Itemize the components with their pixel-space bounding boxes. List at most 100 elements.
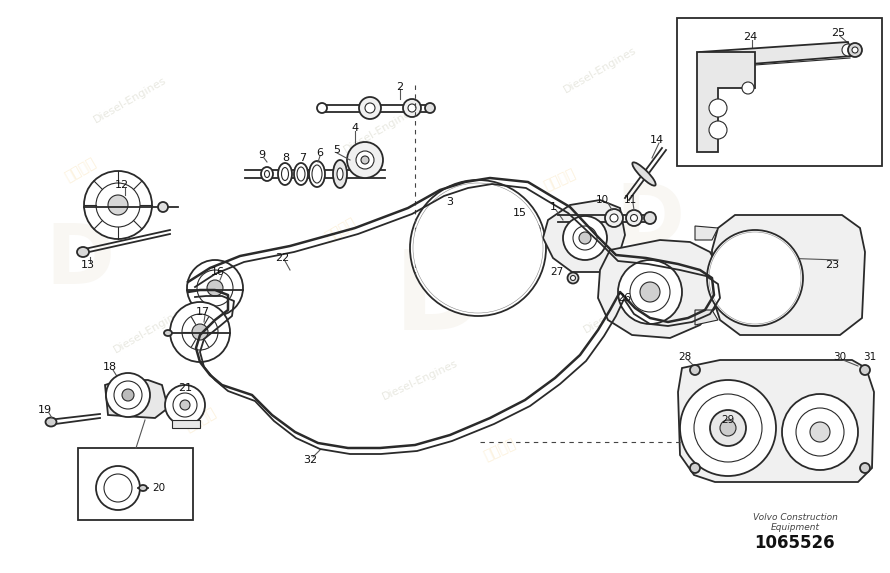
Ellipse shape	[281, 167, 288, 180]
Ellipse shape	[333, 160, 347, 188]
Ellipse shape	[605, 209, 623, 227]
Circle shape	[423, 193, 533, 303]
Ellipse shape	[530, 227, 536, 233]
Circle shape	[579, 232, 591, 244]
Text: Diesel-Engines: Diesel-Engines	[112, 305, 188, 355]
Text: 16: 16	[211, 267, 225, 277]
Ellipse shape	[365, 103, 375, 113]
Circle shape	[810, 422, 830, 442]
Ellipse shape	[361, 156, 369, 164]
Text: Diesel-Engines: Diesel-Engines	[582, 285, 659, 335]
Ellipse shape	[860, 463, 870, 473]
Text: 5: 5	[334, 145, 341, 155]
Circle shape	[466, 236, 490, 260]
Ellipse shape	[356, 151, 374, 169]
Ellipse shape	[261, 167, 273, 181]
Text: 13: 13	[81, 260, 95, 270]
Circle shape	[573, 226, 597, 250]
Ellipse shape	[264, 171, 270, 178]
Ellipse shape	[164, 330, 172, 336]
Text: 紫发动力: 紫发动力	[182, 406, 218, 434]
Text: D: D	[616, 179, 684, 261]
Text: 7: 7	[299, 153, 306, 163]
Polygon shape	[598, 240, 720, 338]
Polygon shape	[698, 42, 852, 68]
Ellipse shape	[570, 276, 576, 281]
Text: 4: 4	[352, 123, 359, 133]
Circle shape	[410, 180, 546, 316]
Text: 31: 31	[863, 352, 877, 362]
Text: 28: 28	[678, 352, 692, 362]
Circle shape	[413, 183, 543, 313]
Circle shape	[114, 381, 142, 409]
Text: 18: 18	[103, 362, 117, 372]
Ellipse shape	[632, 162, 656, 186]
Circle shape	[742, 82, 754, 94]
Ellipse shape	[337, 168, 343, 180]
Ellipse shape	[626, 210, 642, 226]
Text: D: D	[394, 246, 486, 354]
Ellipse shape	[359, 97, 381, 119]
Circle shape	[96, 466, 140, 510]
Circle shape	[719, 242, 791, 314]
Ellipse shape	[347, 142, 383, 178]
Ellipse shape	[278, 163, 292, 185]
Polygon shape	[695, 226, 718, 240]
Text: 26: 26	[617, 293, 631, 303]
Circle shape	[710, 410, 746, 446]
Circle shape	[694, 394, 762, 462]
Polygon shape	[172, 420, 200, 428]
Circle shape	[84, 171, 152, 239]
Circle shape	[180, 400, 190, 410]
Ellipse shape	[403, 99, 421, 117]
Ellipse shape	[610, 214, 618, 222]
Ellipse shape	[644, 212, 656, 224]
Circle shape	[842, 44, 854, 56]
Text: 紫发动力: 紫发动力	[62, 155, 98, 185]
Text: 14: 14	[650, 135, 664, 145]
Polygon shape	[678, 360, 874, 482]
Circle shape	[170, 302, 230, 362]
Circle shape	[440, 210, 516, 286]
Text: Diesel-Engines: Diesel-Engines	[92, 75, 168, 125]
Circle shape	[713, 236, 797, 320]
Circle shape	[197, 270, 233, 306]
Circle shape	[709, 121, 727, 139]
Circle shape	[563, 216, 607, 260]
Bar	[78, 448, 193, 520]
Text: 紫发动力: 紫发动力	[322, 215, 358, 245]
Circle shape	[122, 389, 134, 401]
Text: 8: 8	[282, 153, 289, 163]
Text: 1: 1	[549, 202, 556, 212]
Text: 15: 15	[513, 208, 527, 218]
Ellipse shape	[526, 223, 540, 237]
Text: 23: 23	[825, 260, 839, 270]
Circle shape	[421, 191, 535, 305]
Circle shape	[717, 240, 793, 316]
Text: 32: 32	[303, 455, 317, 465]
Text: Equipment: Equipment	[771, 523, 820, 532]
Circle shape	[735, 258, 775, 298]
Circle shape	[782, 394, 858, 470]
Ellipse shape	[630, 214, 637, 222]
Circle shape	[640, 282, 660, 302]
Circle shape	[416, 186, 540, 310]
Circle shape	[96, 183, 140, 227]
Text: 1065526: 1065526	[755, 534, 836, 552]
Ellipse shape	[312, 165, 322, 183]
Text: 紫发动力: 紫发动力	[481, 437, 518, 464]
Text: Diesel-Engines: Diesel-Engines	[342, 105, 418, 155]
Text: D: D	[45, 219, 115, 300]
Ellipse shape	[158, 202, 168, 212]
Circle shape	[630, 272, 670, 312]
Ellipse shape	[690, 365, 700, 375]
Ellipse shape	[294, 163, 308, 185]
Circle shape	[680, 380, 776, 476]
Text: 12: 12	[115, 180, 129, 190]
Polygon shape	[543, 200, 625, 272]
Circle shape	[182, 314, 218, 350]
Ellipse shape	[297, 167, 305, 181]
Circle shape	[618, 260, 682, 324]
Text: 20: 20	[152, 483, 166, 493]
Bar	[677, 18, 882, 166]
